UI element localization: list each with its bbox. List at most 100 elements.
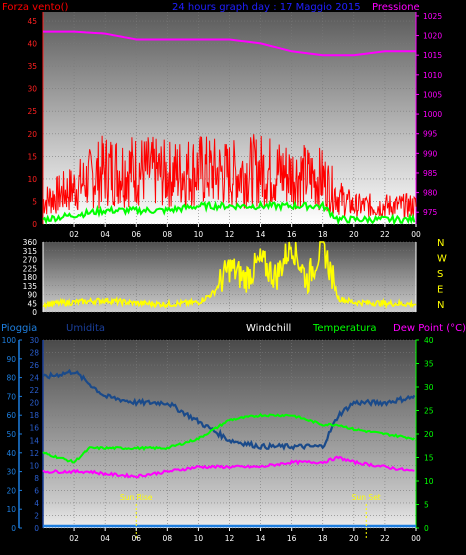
wind-speed-ticks: 0 5 10 15 20 25 30 35 40 45 — [27, 12, 44, 229]
x-tick-label: 14 — [256, 534, 266, 543]
x-tick-label: 20 — [349, 230, 359, 239]
humidity-tick-label: 18 — [29, 411, 39, 420]
wind-speed-axis-label: Forza vento() — [2, 2, 69, 13]
x-tick-label: 00 — [411, 534, 421, 543]
humidity-tick-label: 30 — [29, 336, 39, 345]
rain-tick-label: 0 — [11, 524, 16, 533]
humidity-tick-label: 14 — [29, 436, 39, 445]
y-tick-label: 45 — [27, 299, 37, 308]
wind-pressure-series — [42, 30, 417, 226]
y-tick-label: 0 — [32, 308, 37, 317]
x-tick-label: 00 — [411, 230, 421, 239]
wind-direction-series — [42, 241, 417, 310]
temperature-ticks: 0 5 10 15 20 25 30 35 40 — [415, 336, 434, 533]
rain-axis-label: Pioggia — [1, 323, 37, 334]
y-tick-label: 45 — [27, 17, 37, 26]
humidity-tick-label: 0 — [34, 524, 39, 533]
rain-ticks: 0 10 20 30 40 50 60 70 80 90 100 — [2, 336, 22, 533]
x-tick-label: 08 — [163, 230, 173, 239]
y-tick-label: 180 — [23, 273, 38, 282]
y2-tick-label: 995 — [423, 130, 438, 139]
x-tick-label: 04 — [100, 534, 110, 543]
x-tick-label: 04 — [100, 230, 110, 239]
y2-tick-label: 990 — [423, 149, 438, 158]
humidity-line — [42, 368, 416, 451]
y-tick-label: 40 — [27, 40, 37, 49]
windchill-legend-label: Windchill — [246, 323, 291, 334]
wind-speed-line — [42, 134, 417, 219]
humidity-tick-label: 2 — [34, 511, 39, 520]
humidity-tick-label: 16 — [29, 424, 39, 433]
compass-label: N — [437, 300, 444, 311]
pressure-line — [43, 30, 416, 57]
y2-tick-label: 1020 — [423, 32, 442, 41]
x-tick-label: 16 — [287, 534, 297, 543]
x-tick-label: 12 — [225, 534, 235, 543]
rain-tick-label: 80 — [6, 374, 16, 383]
x-tick-label: 22 — [380, 230, 390, 239]
humidity-tick-label: 10 — [29, 461, 39, 470]
rain-tick-label: 60 — [6, 411, 16, 420]
x-tick-label: 14 — [256, 230, 266, 239]
humidity-tick-label: 20 — [29, 399, 39, 408]
humidity-tick-label: 22 — [29, 386, 39, 395]
rain-tick-label: 10 — [6, 505, 16, 514]
y-tick-label: 270 — [23, 256, 38, 265]
y2-tick-label: 1000 — [423, 110, 442, 119]
y2-tick-label: 975 — [423, 208, 438, 217]
temperature-tick-label: 5 — [424, 501, 429, 510]
rain-tick-label: 90 — [6, 355, 16, 364]
sun-marker-label: Sun Rise — [120, 493, 153, 502]
pressure-axis-label: Pressione — [372, 2, 420, 13]
temperature-humidity-series — [42, 368, 416, 528]
temperature-tick-label: 0 — [424, 524, 429, 533]
compass-label: E — [437, 285, 443, 296]
wind-pressure-grid — [43, 12, 416, 225]
x-tick-label: 20 — [349, 534, 359, 543]
y2-tick-label: 1015 — [423, 51, 442, 60]
y-tick-label: 90 — [27, 291, 37, 300]
y2-tick-label: 1025 — [423, 12, 442, 21]
humidity-tick-label: 4 — [34, 499, 39, 508]
y-tick-label: 225 — [23, 264, 38, 273]
y-tick-label: 5 — [32, 197, 37, 206]
temperature-tick-label: 10 — [424, 477, 434, 486]
y-tick-label: 25 — [27, 107, 37, 116]
temperature-legend-label: Temperatura — [312, 323, 377, 334]
y-tick-label: 10 — [27, 175, 37, 184]
dewpoint-line — [42, 455, 415, 479]
x-tick-label: 10 — [194, 230, 204, 239]
y-tick-label: 360 — [23, 238, 38, 247]
humidity-tick-label: 26 — [29, 361, 39, 370]
sun-annotations: Sun Rise Sun Set — [120, 493, 381, 540]
humidity-tick-label: 12 — [29, 449, 39, 458]
wind-direction-line — [42, 241, 417, 310]
dewpoint-legend-label: Dew Point (°C) — [393, 323, 466, 334]
wind-average-line — [42, 199, 416, 226]
rain-tick-label: 50 — [6, 430, 16, 439]
rain-tick-label: 70 — [6, 392, 16, 401]
humidity-tick-label: 6 — [34, 486, 39, 495]
rain-tick-label: 30 — [6, 468, 16, 477]
y-tick-label: 15 — [27, 152, 37, 161]
y-tick-label: 315 — [23, 247, 38, 256]
chart-title: 24 hours graph day : 17 Maggio 2015 — [172, 2, 361, 13]
temperature-tick-label: 35 — [424, 360, 434, 369]
y2-tick-label: 980 — [423, 189, 438, 198]
rain-tick-label: 20 — [6, 486, 16, 495]
x-tick-label: 22 — [380, 534, 390, 543]
compass-label: W — [437, 254, 447, 265]
x-tick-label: 12 — [225, 230, 235, 239]
y2-tick-label: 1005 — [423, 90, 442, 99]
sun-marker-label: Sun Set — [352, 493, 381, 502]
y2-tick-label: 985 — [423, 169, 438, 178]
x-tick-label: 18 — [318, 230, 328, 239]
y-tick-label: 135 — [23, 282, 38, 291]
y-tick-label: 35 — [27, 62, 37, 71]
y-tick-label: 0 — [32, 220, 37, 229]
x-axis-ticks-3: 02 04 06 08 10 12 14 16 18 20 22 00 — [69, 528, 421, 543]
